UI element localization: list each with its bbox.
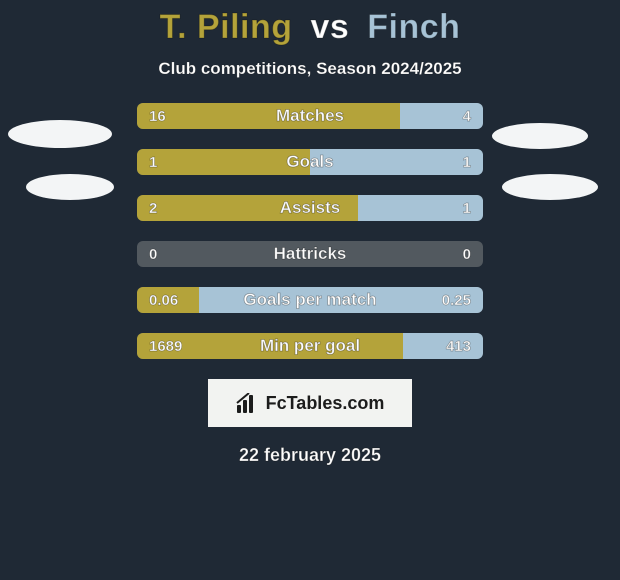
decoration-ellipse	[8, 120, 112, 148]
stat-value-right: 0.25	[430, 292, 483, 309]
stat-value-left: 0.06	[137, 292, 190, 309]
stat-value-left: 16	[137, 108, 178, 125]
bars-icon	[236, 393, 258, 413]
branding-text: FcTables.com	[266, 393, 385, 414]
decoration-ellipse	[502, 174, 598, 200]
stat-value-right: 4	[451, 108, 483, 125]
stat-value-left: 1	[137, 154, 169, 171]
stat-bar: 11Goals	[137, 149, 483, 175]
stat-value-right: 1	[451, 154, 483, 171]
vs-label: vs	[310, 8, 349, 46]
stat-bar: 0 0Hattricks	[137, 241, 483, 267]
stat-row: 0.060.25Goals per match	[0, 287, 620, 313]
stat-value-left: 2	[137, 200, 169, 217]
branding-badge: FcTables.com	[208, 379, 412, 427]
stat-label: Hattricks	[137, 244, 483, 264]
stat-row: 1689413Min per goal	[0, 333, 620, 359]
decoration-ellipse	[492, 123, 588, 149]
stat-value-left: 0	[137, 246, 169, 263]
stat-value-right: 413	[434, 338, 483, 355]
stat-row: 11Goals	[0, 149, 620, 175]
stat-row: 0 0Hattricks	[0, 241, 620, 267]
date-label: 22 february 2025	[0, 445, 620, 466]
stat-value-right: 0	[451, 246, 483, 263]
stat-bar: 164Matches	[137, 103, 483, 129]
stat-value-left: 1689	[137, 338, 194, 355]
stats-area: 164Matches11Goals21Assists00Hattricks0.0…	[0, 103, 620, 359]
stat-segment-left	[137, 195, 358, 221]
title-row: T. Piling vs Finch	[0, 0, 620, 47]
decoration-ellipse	[26, 174, 114, 200]
stat-bar: 1689413Min per goal	[137, 333, 483, 359]
comparison-card: T. Piling vs Finch Club competitions, Se…	[0, 0, 620, 580]
subtitle: Club competitions, Season 2024/2025	[0, 59, 620, 79]
stat-value-right: 1	[451, 200, 483, 217]
player1-name: T. Piling	[160, 8, 293, 46]
stat-bar: 0.060.25Goals per match	[137, 287, 483, 313]
stat-bar: 21Assists	[137, 195, 483, 221]
stat-row: 21Assists	[0, 195, 620, 221]
player2-name: Finch	[367, 8, 460, 46]
